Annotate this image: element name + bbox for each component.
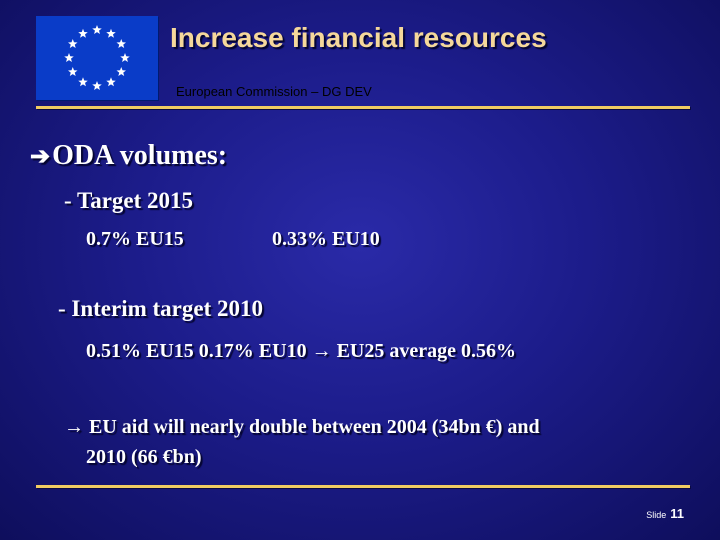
star-icon (64, 53, 74, 63)
header-divider (36, 106, 690, 109)
conclusion-line-1: → EU aid will nearly double between 2004… (64, 416, 540, 438)
star-icon (106, 77, 116, 87)
target-2015-eu15: 0.7% EU15 (86, 228, 184, 250)
section-heading-text: ODA volumes: (52, 140, 228, 171)
star-icon (116, 67, 126, 77)
eu-flag (36, 16, 158, 100)
star-icon (116, 39, 126, 49)
footer-divider (36, 485, 690, 488)
star-icon (78, 28, 88, 38)
slide-number: 11 (670, 506, 684, 521)
page-subtitle: European Commission – DG DEV (176, 84, 372, 99)
page-title: Increase financial resources (170, 22, 547, 53)
star-icon (68, 67, 78, 77)
target-2015-eu10: 0.33% EU10 (272, 228, 380, 250)
star-icon (120, 53, 130, 63)
slide-label: Slide (646, 510, 667, 520)
right-arrow-icon: ➔ (30, 143, 51, 170)
section-heading: ➔ ODA volumes: (30, 140, 227, 172)
star-icon (68, 39, 78, 49)
star-icon (92, 81, 102, 91)
star-icon (92, 25, 102, 35)
target-2015-label: - Target 2015 (64, 188, 194, 213)
interim-2010-label: - Interim target 2010 (58, 296, 264, 321)
conclusion-line-2: 2010 (66 €bn) (86, 446, 202, 468)
eu-stars-circle (64, 25, 130, 91)
star-icon (78, 77, 88, 87)
slide-footer: Slide 11 (646, 506, 684, 521)
interim-2010-values: 0.51% EU15 0.17% EU10 → EU25 average 0.5… (86, 340, 516, 362)
star-icon (106, 28, 116, 38)
